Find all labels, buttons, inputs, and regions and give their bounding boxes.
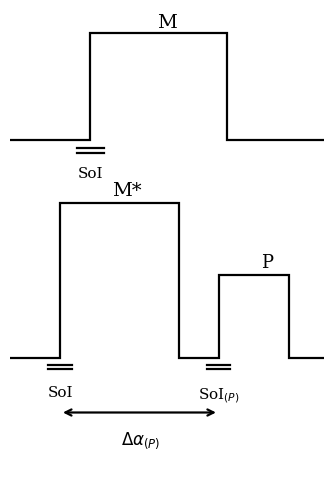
Text: P: P bbox=[261, 254, 273, 272]
Text: $\Delta\alpha_{(P)}$: $\Delta\alpha_{(P)}$ bbox=[121, 430, 160, 450]
Text: M*: M* bbox=[112, 182, 142, 200]
Text: SoI$_{(P)}$: SoI$_{(P)}$ bbox=[198, 386, 239, 404]
Text: M: M bbox=[157, 14, 177, 32]
Text: SoI: SoI bbox=[47, 386, 73, 400]
Text: SoI: SoI bbox=[77, 168, 103, 181]
